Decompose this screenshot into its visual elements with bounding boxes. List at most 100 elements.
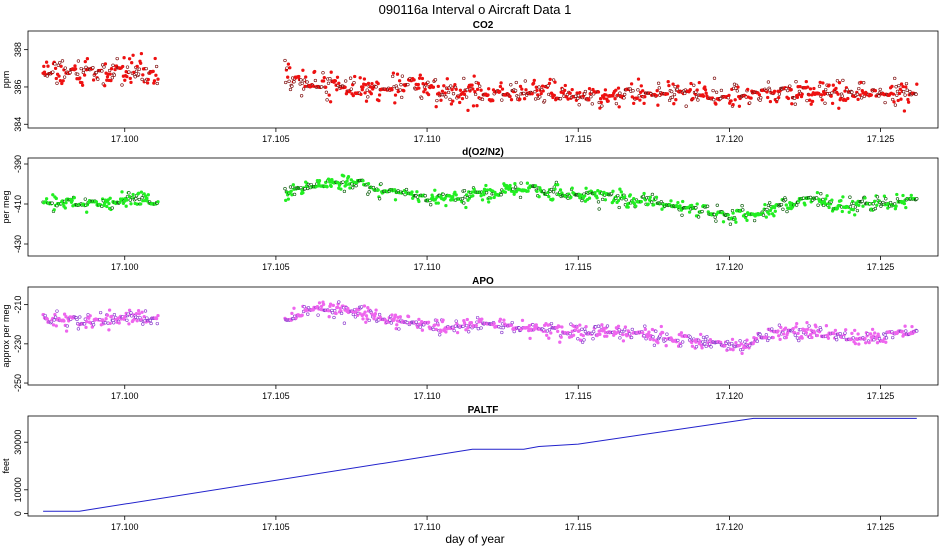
data-point [616,93,620,97]
data-point [697,80,701,85]
x-tick-label: 17.115 [565,522,592,532]
data-point [838,332,842,336]
data-point [125,198,129,202]
data-point [815,190,820,195]
data-point [288,66,292,70]
data-point [468,89,472,93]
data-point [526,189,530,193]
y-tick-label: 10000 [13,477,23,502]
data-point [676,200,680,205]
data-point [617,105,621,109]
data-point [450,88,454,92]
data-point [431,195,435,199]
data-point [475,87,480,92]
data-point [549,187,554,192]
data-point [558,340,562,344]
data-point [759,96,763,100]
data-point [319,304,324,309]
data-point [351,312,355,317]
data-point [127,57,132,61]
data-point [56,63,60,67]
x-tick-label: 17.110 [414,262,441,272]
data-point [664,344,668,348]
data-point [458,100,462,105]
data-point [342,189,347,194]
data-point [616,198,621,203]
data-point [546,84,550,88]
data-point [288,87,293,92]
data-point [297,74,301,79]
data-point [840,94,844,98]
data-point [793,102,797,106]
data-point [328,100,333,104]
data-point [537,85,541,89]
data-point [536,93,540,97]
data-point [510,320,514,325]
data-point [393,313,398,317]
data-point [665,92,670,96]
data-point [864,341,868,345]
data-point [299,185,303,190]
data-point [359,92,363,97]
data-point [605,324,610,328]
data-point [534,85,538,89]
data-point [547,336,551,340]
data-point [91,78,96,82]
data-point [835,338,839,342]
data-point [454,87,458,91]
data-point [643,327,648,332]
data-point [127,322,131,326]
data-point [893,103,898,107]
data-point [134,197,138,201]
data-point [783,326,788,330]
data-point [910,324,914,329]
data-point [568,332,572,336]
data-point [660,207,664,211]
data-point [808,333,813,337]
data-point [62,75,67,79]
data-point [850,331,854,336]
data-point [352,81,356,85]
data-point [127,70,131,74]
data-point [139,202,143,206]
data-point [321,302,326,307]
data-point [410,190,414,194]
data-point [605,334,609,338]
data-point [623,325,628,329]
data-point [857,342,861,346]
data-point [91,66,95,70]
data-point [361,179,365,183]
data-point [696,98,700,102]
data-point [136,72,141,76]
data-point [358,312,362,316]
data-point [709,345,713,349]
data-point [121,64,125,69]
data-point [618,336,622,340]
x-tick-label: 17.110 [414,134,441,144]
data-point [897,83,901,88]
data-point [423,194,427,198]
data-point [636,88,640,92]
data-point [500,330,504,335]
data-point [903,93,907,97]
data-point [723,344,727,348]
plot-frame [27,286,939,386]
data-point [557,324,561,329]
data-point [629,82,634,86]
data-point [484,183,488,188]
data-point [612,333,616,337]
data-point [154,64,159,69]
data-point [44,197,49,201]
data-point [348,186,352,190]
data-point [520,318,525,323]
data-point [891,335,895,340]
data-point [808,195,813,200]
data-point [315,305,320,309]
data-point [735,89,739,93]
data-point [708,337,713,342]
data-point [155,81,159,86]
data-point [395,72,400,76]
data-point [462,189,467,193]
data-point [328,180,332,184]
data-point [433,78,438,82]
